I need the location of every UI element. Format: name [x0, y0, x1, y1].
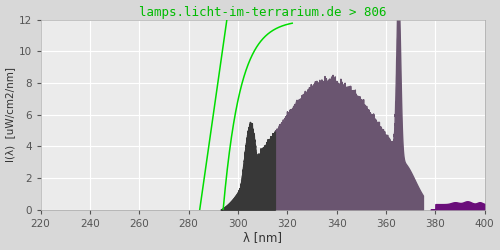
Title: lamps.licht-im-terrarium.de > 806: lamps.licht-im-terrarium.de > 806	[139, 6, 386, 18]
X-axis label: λ [nm]: λ [nm]	[243, 232, 282, 244]
Y-axis label: I(λ)  [uW/cm2/nm]: I(λ) [uW/cm2/nm]	[6, 67, 16, 162]
